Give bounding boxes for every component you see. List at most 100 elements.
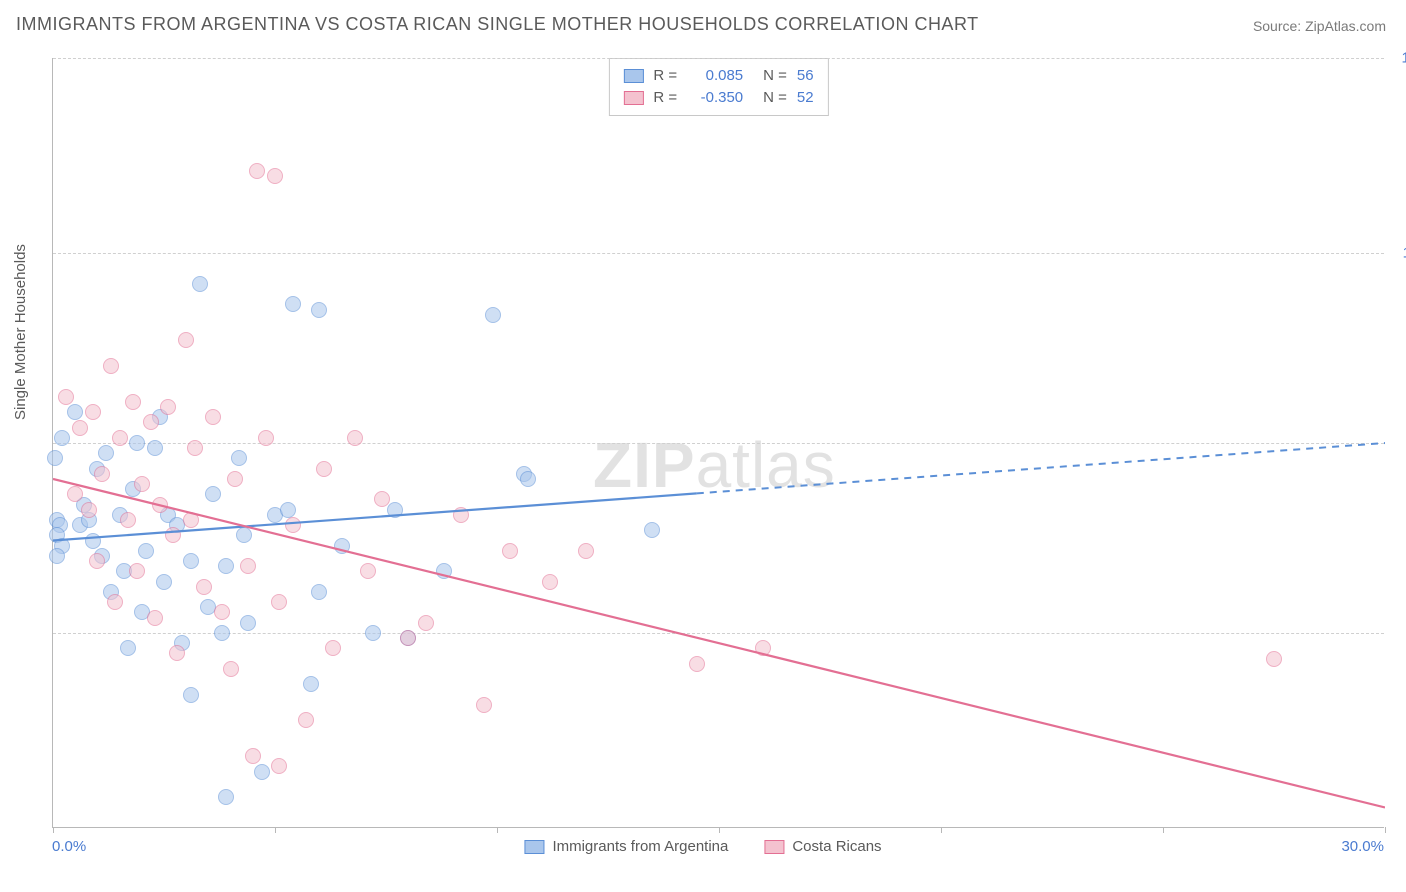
scatter-point [67,486,83,502]
y-tick-label: 15.0% [1389,50,1406,67]
scatter-point [374,491,390,507]
scatter-point [236,527,252,543]
x-tick [53,827,54,833]
y-tick-label: 3.8% [1389,624,1406,641]
source-label: Source: ZipAtlas.com [1253,18,1386,34]
scatter-point [755,640,771,656]
x-tick [941,827,942,833]
r-label: R = [653,65,677,87]
x-tick [719,827,720,833]
scatter-point [169,645,185,661]
scatter-point [120,640,136,656]
legend-series: Immigrants from Argentina Costa Ricans [524,838,881,855]
scatter-point [520,471,536,487]
scatter-point [285,517,301,533]
scatter-point [196,579,212,595]
scatter-point [183,512,199,528]
n-label: N = [763,87,787,109]
scatter-point [165,527,181,543]
scatter-point [112,430,128,446]
scatter-point [360,563,376,579]
r-label: R = [653,87,677,109]
scatter-point [227,471,243,487]
scatter-point [138,543,154,559]
scatter-point [476,697,492,713]
x-tick [275,827,276,833]
scatter-point [107,594,123,610]
scatter-point [644,522,660,538]
x-tick [497,827,498,833]
x-axis-max-label: 30.0% [1341,838,1384,855]
legend-correlation-row: R =0.085N =56 [623,65,813,87]
scatter-point [387,502,403,518]
scatter-point [223,661,239,677]
scatter-point [502,543,518,559]
scatter-point [254,764,270,780]
scatter-point [152,497,168,513]
scatter-point [205,409,221,425]
scatter-point [49,548,65,564]
scatter-point [192,276,208,292]
scatter-point [303,676,319,692]
scatter-point [98,445,114,461]
scatter-point [418,615,434,631]
scatter-point [400,630,416,646]
scatter-point [205,486,221,502]
scatter-point [218,558,234,574]
legend-swatch [764,840,784,854]
x-tick [1385,827,1386,833]
legend-swatch [524,840,544,854]
scatter-point [218,789,234,805]
scatter-point [147,440,163,456]
watermark-bold: ZIP [593,429,696,501]
scatter-point [134,476,150,492]
n-value: 52 [797,87,814,109]
legend-correlation-row: R =-0.350N =52 [623,87,813,109]
scatter-point [143,414,159,430]
legend-swatch [623,91,643,105]
legend-series-item: Costa Ricans [764,838,881,855]
scatter-point [298,712,314,728]
chart-title: IMMIGRANTS FROM ARGENTINA VS COSTA RICAN… [16,14,979,35]
scatter-point [267,168,283,184]
scatter-point [94,466,110,482]
scatter-point [47,450,63,466]
scatter-point [183,687,199,703]
scatter-point [81,502,97,518]
scatter-point [485,307,501,323]
scatter-point [214,604,230,620]
scatter-point [436,563,452,579]
scatter-point [54,430,70,446]
scatter-point [245,748,261,764]
watermark: ZIPatlas [593,428,836,502]
scatter-point [156,574,172,590]
scatter-point [453,507,469,523]
scatter-point [311,584,327,600]
scatter-point [311,302,327,318]
scatter-point [578,543,594,559]
legend-series-label: Immigrants from Argentina [552,838,728,855]
scatter-point [103,358,119,374]
watermark-light: atlas [696,429,836,501]
x-axis-min-label: 0.0% [52,838,86,855]
y-axis-label: Single Mother Households [12,244,29,420]
legend-swatch [623,69,643,83]
scatter-point [325,640,341,656]
n-value: 56 [797,65,814,87]
scatter-point [542,574,558,590]
scatter-point [285,296,301,312]
scatter-point [334,538,350,554]
scatter-point [347,430,363,446]
scatter-point [1266,651,1282,667]
scatter-point [271,758,287,774]
scatter-point [147,610,163,626]
scatter-point [258,430,274,446]
y-tick-label: 11.2% [1389,245,1406,262]
scatter-point [249,163,265,179]
legend-series-item: Immigrants from Argentina [524,838,728,855]
scatter-point [183,553,199,569]
scatter-point [214,625,230,641]
scatter-point [178,332,194,348]
scatter-point [85,533,101,549]
scatter-point [58,389,74,405]
